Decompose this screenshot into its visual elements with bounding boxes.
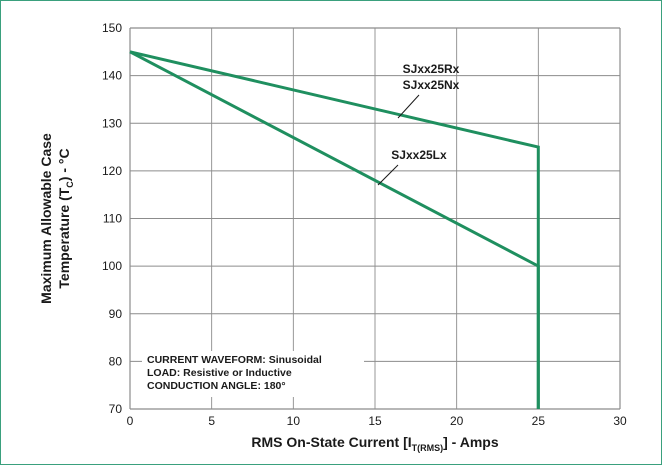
y-tick-110: 110 xyxy=(103,212,122,226)
y-tick-130: 130 xyxy=(102,116,122,130)
y-tick-120: 120 xyxy=(102,164,122,178)
x-tick-0: 0 xyxy=(127,414,134,428)
x-axis-title: RMS On-State Current [IT(RMS)] - Amps xyxy=(251,434,498,453)
curve-labels: SJxx25Rx SJxx25Nx SJxx25Lx xyxy=(377,62,460,186)
series-line-2 xyxy=(129,50,540,409)
curve-label-2-leader xyxy=(377,164,399,186)
curve-label-1-line-1: SJxx25Rx xyxy=(403,62,460,76)
x-tick-15: 15 xyxy=(368,414,382,428)
conditions-note-line-3: CONDUCTION ANGLE: 180° xyxy=(147,380,286,392)
y-tick-90: 90 xyxy=(109,307,123,321)
x-tick-20: 20 xyxy=(450,414,464,428)
curve-label-2: SJxx25Lx xyxy=(391,148,447,162)
y-axis-title-line2: Temperature (TC) - °C xyxy=(56,148,75,288)
series-group xyxy=(129,50,540,409)
y-tick-150: 150 xyxy=(102,21,122,35)
y-tick-70: 70 xyxy=(109,402,123,416)
curve-label-1-line-2: SJxx25Nx xyxy=(403,78,460,92)
curve-label-1-leader xyxy=(397,94,420,119)
x-tick-10: 10 xyxy=(287,414,301,428)
tick-labels: 0 5 10 15 20 25 30 70 80 90 100 110 120 130 140 150 xyxy=(102,21,627,428)
y-axis-title-line1: Maximum Allowable Case xyxy=(38,133,54,304)
conditions-note-background xyxy=(142,351,364,397)
x-tick-25: 25 xyxy=(532,414,546,428)
conditions-note-line-1: CURRENT WAVEFORM: Sinusoidal xyxy=(147,354,322,366)
x-tick-30: 30 xyxy=(613,414,627,428)
x-tick-5: 5 xyxy=(208,414,215,428)
y-axis-title: Maximum Allowable Case Temperature (TC) … xyxy=(38,133,75,304)
y-tick-100: 100 xyxy=(102,259,122,273)
y-tick-140: 140 xyxy=(102,69,122,83)
conditions-note-line-2: LOAD: Resistive or Inductive xyxy=(147,367,292,379)
y-tick-80: 80 xyxy=(109,354,123,368)
